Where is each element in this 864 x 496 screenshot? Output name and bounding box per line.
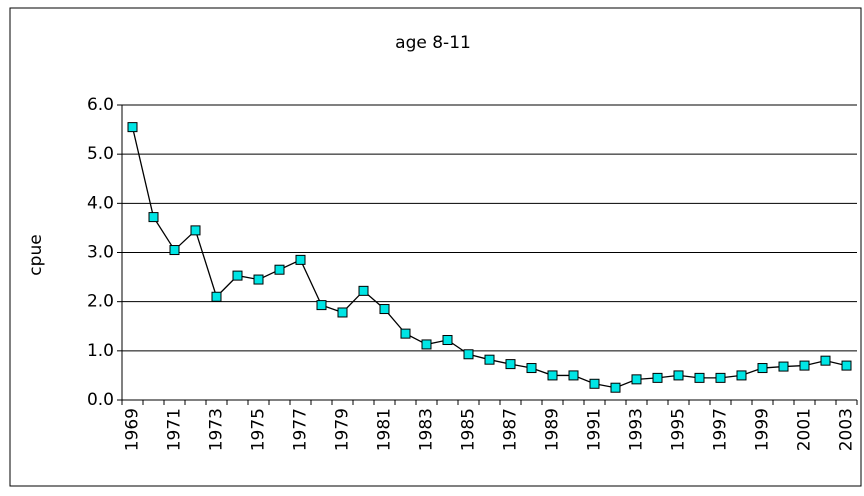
- x-tick-label: 2001: [795, 408, 815, 451]
- y-tick-label: 5.0: [87, 144, 114, 164]
- marker: [232, 270, 243, 281]
- chart-border: [9, 7, 862, 487]
- marker: [127, 122, 138, 133]
- marker: [631, 374, 642, 385]
- x-tick-label: 1999: [753, 408, 773, 451]
- x-tick-label: 1977: [291, 408, 311, 451]
- marker: [190, 225, 201, 236]
- marker: [358, 285, 369, 296]
- x-tick-label: 1969: [123, 408, 143, 451]
- y-tick-label: 1.0: [87, 341, 114, 361]
- marker: [337, 307, 348, 318]
- x-tick-label: 1985: [459, 408, 479, 451]
- x-tick-label: 1989: [543, 408, 563, 451]
- chart-title: age 8-11: [395, 33, 471, 53]
- marker: [673, 370, 684, 381]
- marker: [652, 372, 663, 383]
- y-tick-label: 2.0: [87, 292, 114, 312]
- x-tick-label: 1991: [585, 408, 605, 451]
- marker: [715, 372, 726, 383]
- x-tick-label: 1973: [207, 408, 227, 451]
- marker: [274, 264, 285, 275]
- marker: [841, 360, 852, 371]
- x-tick-label: 1971: [165, 408, 185, 451]
- marker: [694, 372, 705, 383]
- marker: [505, 359, 516, 370]
- marker: [169, 245, 180, 256]
- marker: [400, 328, 411, 339]
- x-tick-label: 1987: [501, 408, 521, 451]
- marker: [316, 300, 327, 311]
- marker: [421, 339, 432, 350]
- marker: [148, 212, 159, 223]
- x-tick-label: 1981: [375, 408, 395, 451]
- y-tick-label: 3.0: [87, 243, 114, 263]
- marker: [547, 370, 558, 381]
- y-tick-label: 4.0: [87, 193, 114, 213]
- marker: [463, 349, 474, 360]
- y-axis-label: cpue: [26, 234, 46, 275]
- x-tick-label: 1975: [249, 408, 269, 451]
- marker: [253, 274, 264, 285]
- x-tick-label: 1979: [333, 408, 353, 451]
- marker: [484, 354, 495, 365]
- marker: [211, 291, 222, 302]
- marker: [778, 361, 789, 372]
- x-tick-label: 1993: [627, 408, 647, 451]
- marker: [610, 382, 621, 393]
- marker: [736, 370, 747, 381]
- y-tick-label: 6.0: [87, 95, 114, 115]
- x-tick-label: 1995: [669, 408, 689, 451]
- x-tick-label: 2003: [837, 408, 857, 451]
- marker: [442, 335, 453, 346]
- x-tick-label: 1983: [417, 408, 437, 451]
- marker: [757, 363, 768, 374]
- marker: [295, 254, 306, 265]
- marker: [799, 360, 810, 371]
- x-tick-label: 1997: [711, 408, 731, 451]
- marker: [379, 304, 390, 315]
- marker: [568, 370, 579, 381]
- marker: [820, 355, 831, 366]
- marker: [589, 378, 600, 389]
- y-tick-label: 0.0: [87, 390, 114, 410]
- marker: [526, 363, 537, 374]
